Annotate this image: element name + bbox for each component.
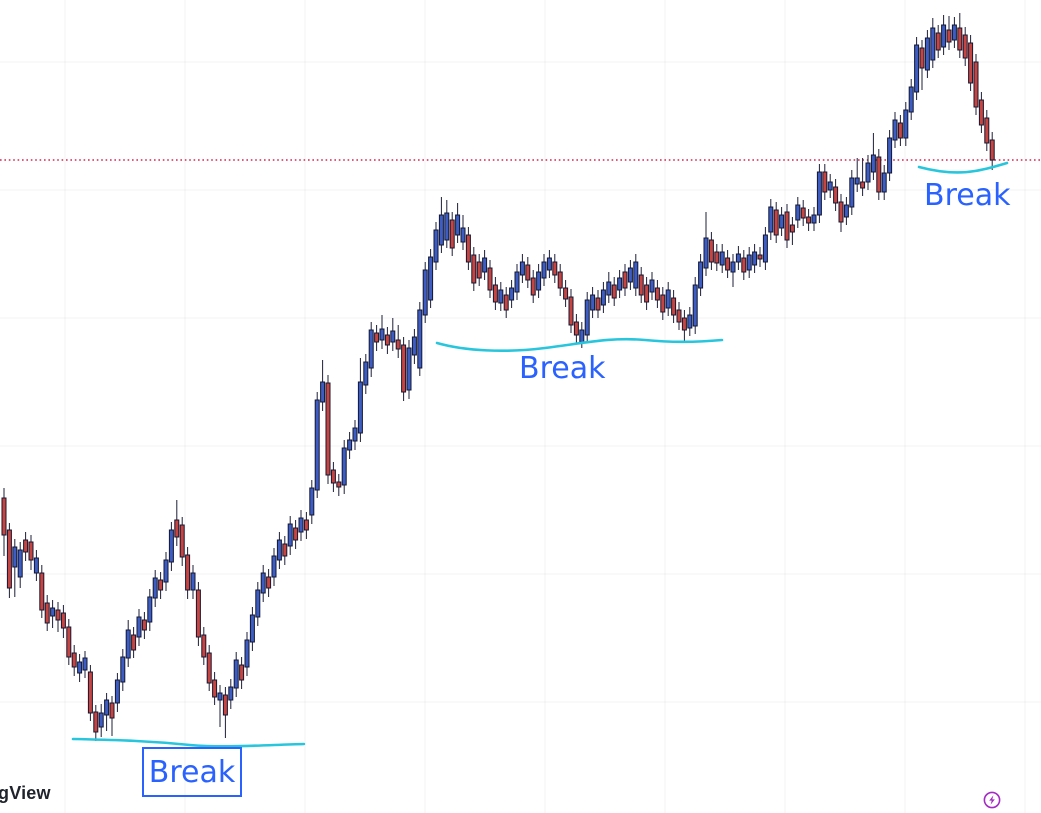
break-label-text: Break	[148, 754, 236, 790]
break-label-boxed[interactable]: Break	[142, 747, 242, 797]
lightning-bolt-glyph	[989, 795, 995, 805]
break-label-right[interactable]: Break	[924, 179, 1010, 212]
boost-circle	[983, 791, 1001, 809]
break-label-text: Break	[924, 178, 1011, 213]
tradingview-watermark: gView	[0, 783, 51, 803]
break-curve-3	[917, 161, 1009, 174]
break-label-middle[interactable]: Break	[519, 352, 605, 385]
break-level-curves[interactable]	[71, 161, 1009, 748]
break-curve-2	[435, 337, 724, 353]
break-curve-1	[71, 737, 306, 748]
break-label-text: Break	[519, 351, 606, 386]
boost-lightning-icon[interactable]	[982, 790, 1002, 810]
candlesticks	[1, 13, 995, 741]
